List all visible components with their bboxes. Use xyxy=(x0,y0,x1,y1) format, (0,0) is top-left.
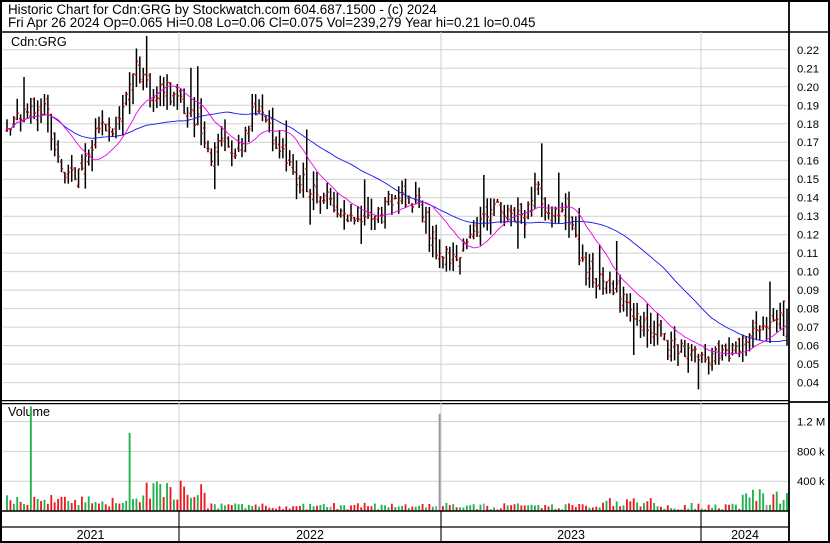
svg-text:2024: 2024 xyxy=(731,528,759,542)
svg-text:Cdn:GRG: Cdn:GRG xyxy=(11,35,67,49)
svg-text:0.07: 0.07 xyxy=(797,322,819,334)
svg-text:2022: 2022 xyxy=(296,528,324,542)
svg-text:0.21: 0.21 xyxy=(797,63,819,75)
svg-text:0.11: 0.11 xyxy=(797,248,818,260)
svg-text:0.10: 0.10 xyxy=(797,267,819,279)
svg-text:0.09: 0.09 xyxy=(797,285,819,297)
svg-text:Volume: Volume xyxy=(8,405,50,419)
svg-text:0.08: 0.08 xyxy=(797,304,819,316)
svg-text:0.18: 0.18 xyxy=(797,119,819,131)
svg-text:0.12: 0.12 xyxy=(797,230,819,242)
svg-text:0.13: 0.13 xyxy=(797,211,819,223)
svg-text:1.2 M: 1.2 M xyxy=(797,417,825,429)
svg-text:0.20: 0.20 xyxy=(797,82,819,94)
svg-text:0.22: 0.22 xyxy=(797,45,819,57)
svg-text:0.19: 0.19 xyxy=(797,100,819,112)
svg-text:0.06: 0.06 xyxy=(797,341,819,353)
svg-text:0.16: 0.16 xyxy=(797,156,819,168)
svg-text:2021: 2021 xyxy=(77,528,105,542)
svg-text:0.15: 0.15 xyxy=(797,174,819,186)
svg-text:0.05: 0.05 xyxy=(797,359,819,371)
svg-text:400 k: 400 k xyxy=(797,476,825,488)
svg-text:2023: 2023 xyxy=(557,528,585,542)
svg-text:0.04: 0.04 xyxy=(797,378,819,390)
svg-text:0.14: 0.14 xyxy=(797,193,819,205)
svg-text:0.17: 0.17 xyxy=(797,137,819,149)
svg-text:Fri Apr 26 2024 Op=0.065: Fri Apr 26 2024 Op=0.065 Hi=0.08 Lo=0.06… xyxy=(8,15,536,30)
svg-text:800 k: 800 k xyxy=(797,446,825,458)
